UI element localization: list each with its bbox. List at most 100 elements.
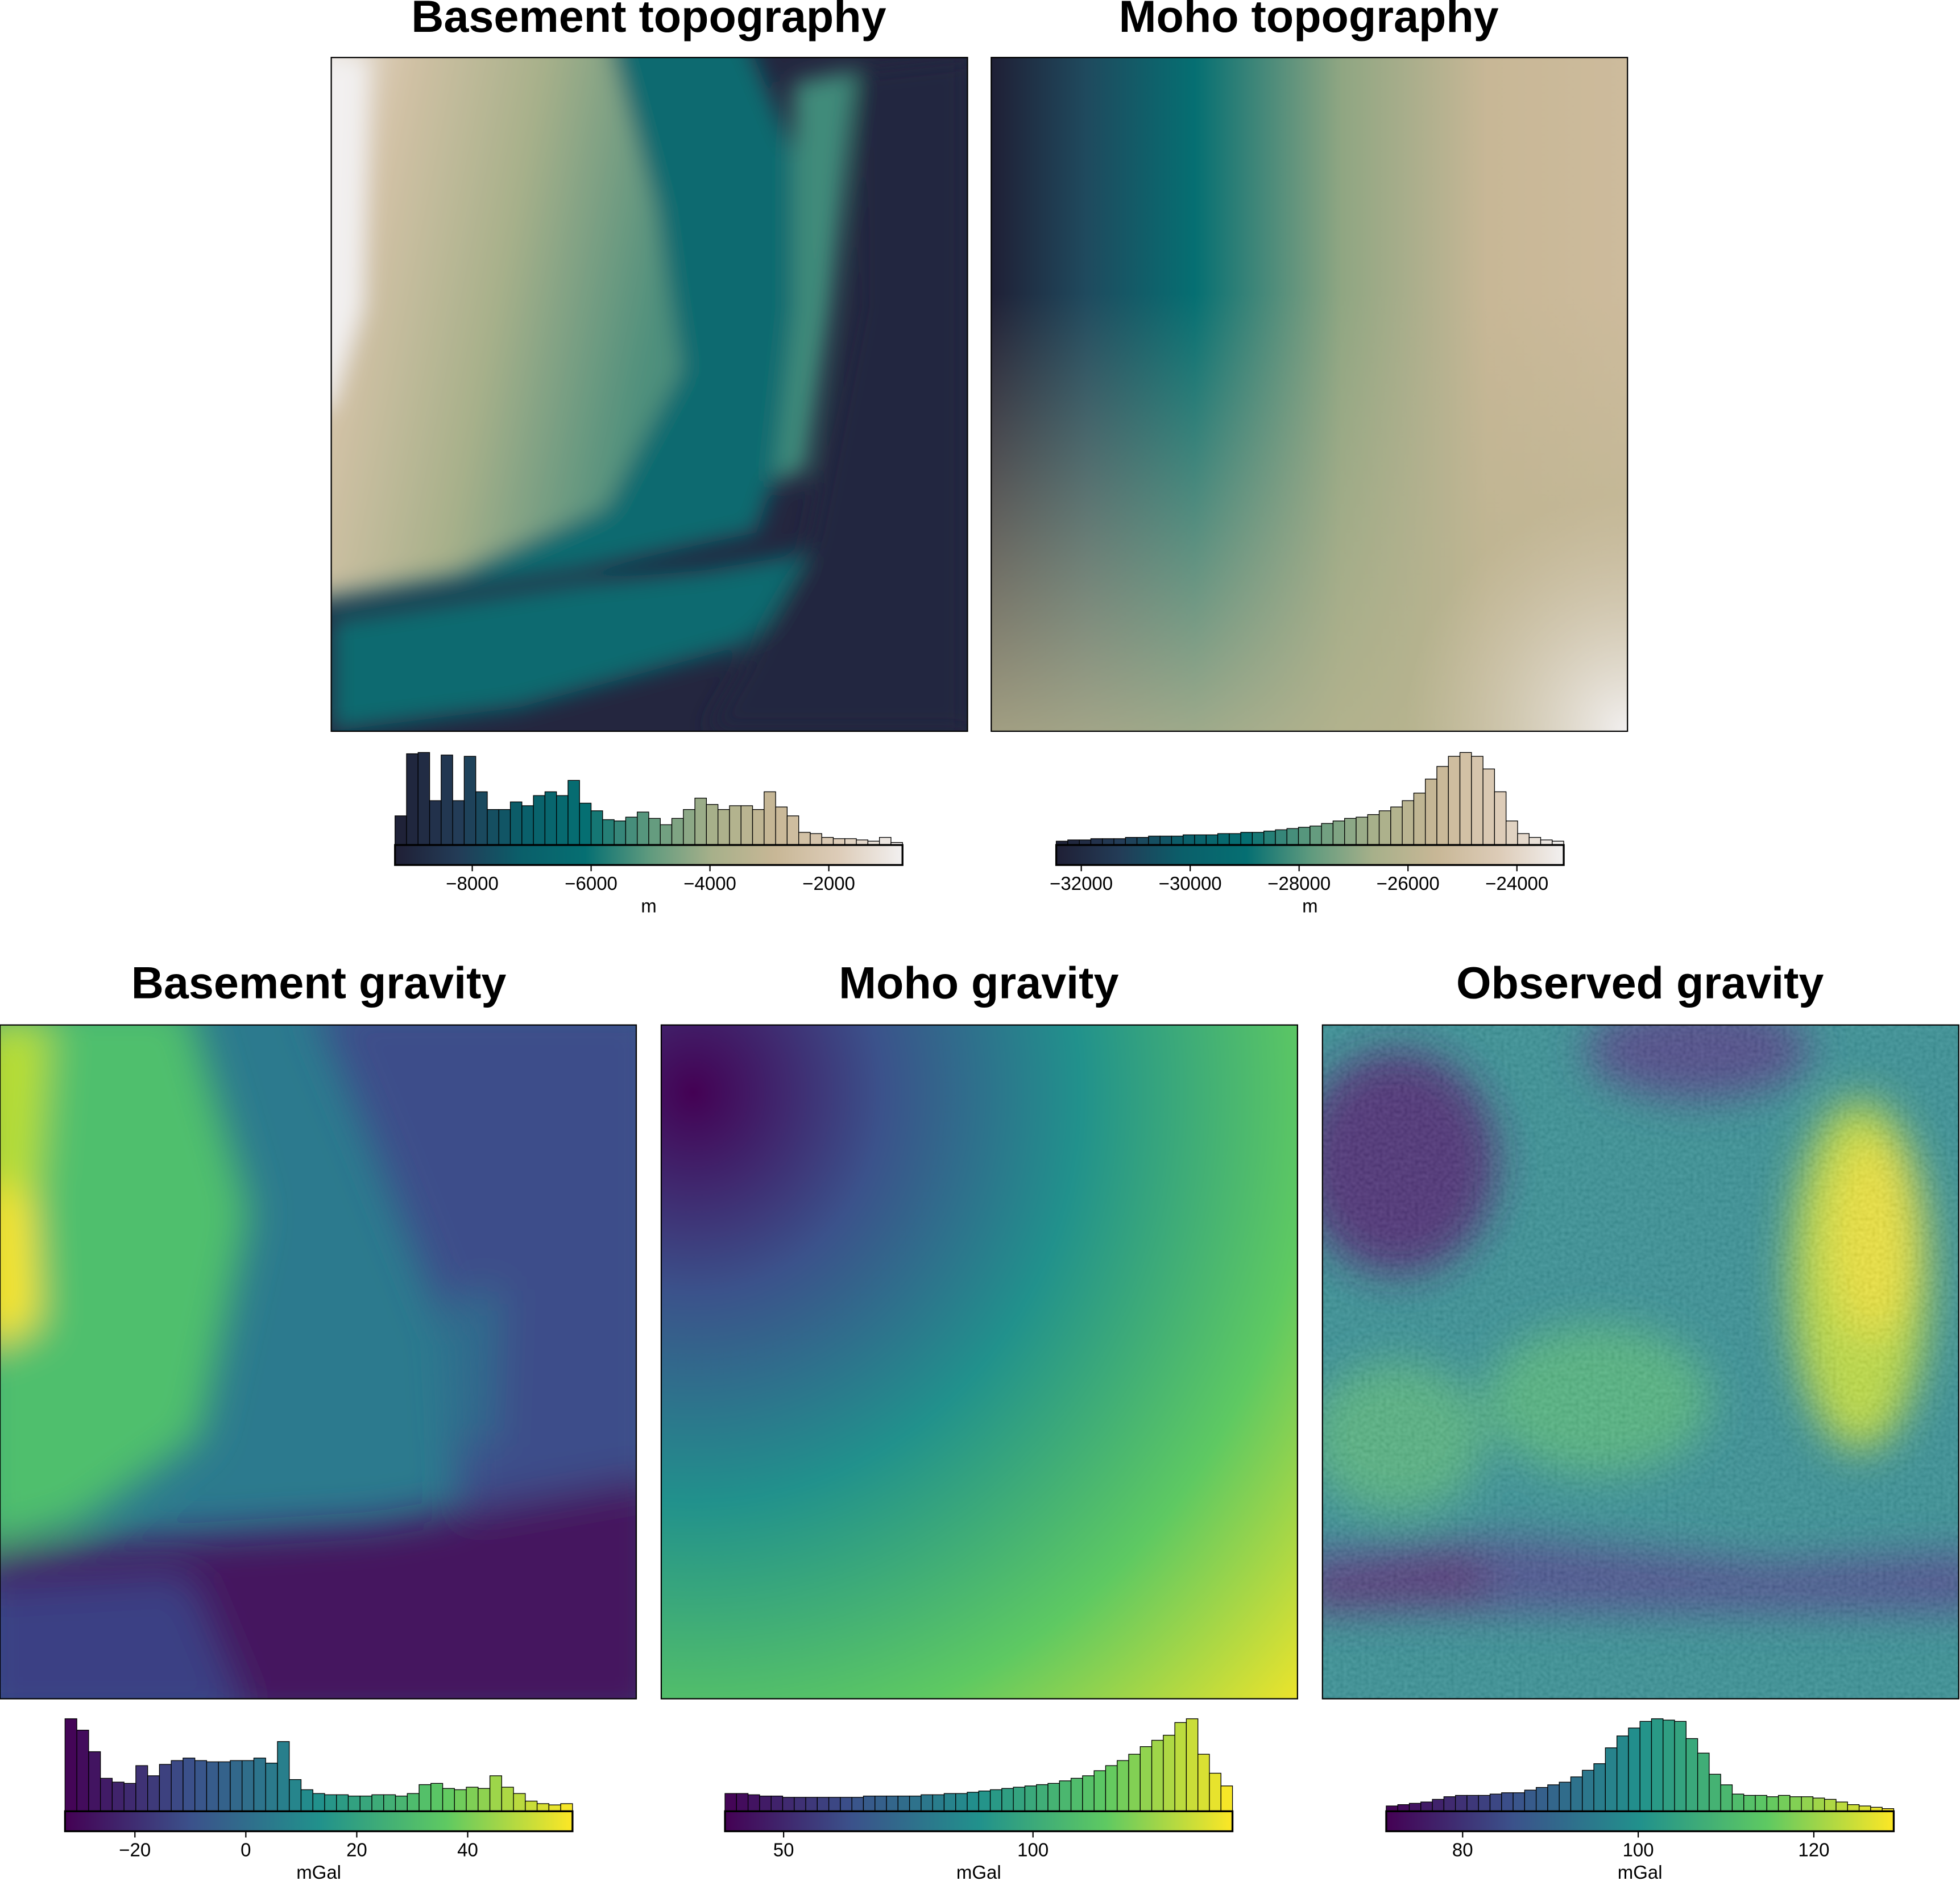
tick-label: −20 <box>119 1839 151 1860</box>
map-frame <box>991 57 1629 732</box>
histogram-bar <box>509 801 523 846</box>
histogram-bar <box>1344 818 1357 846</box>
histogram-bar <box>1397 1804 1410 1812</box>
histogram-bar <box>775 806 788 846</box>
histogram-bar <box>1093 1770 1107 1812</box>
histogram-bar <box>694 797 707 846</box>
histogram-bar <box>347 1795 360 1812</box>
histogram-bar <box>978 1790 991 1812</box>
histogram-bar <box>1194 834 1207 846</box>
tick-label: −4000 <box>683 873 736 894</box>
histogram-bar <box>536 1803 550 1812</box>
histogram-bar <box>844 838 857 846</box>
map <box>660 1024 1298 1700</box>
histogram-bar <box>336 1794 349 1812</box>
map <box>0 1024 637 1700</box>
histogram-bar <box>724 1793 737 1812</box>
map-frame <box>0 1024 637 1700</box>
raster-shade <box>991 57 1628 731</box>
histogram-bar <box>395 1795 408 1812</box>
histogram-bar <box>1847 1804 1860 1812</box>
histogram-bar <box>989 1789 1002 1812</box>
raster <box>331 57 968 731</box>
histogram-bar <box>1183 834 1195 846</box>
histogram-bar <box>525 1800 538 1812</box>
histogram-bar <box>932 1794 945 1812</box>
histogram-bar <box>1408 1803 1422 1812</box>
colorbar-label: mGal <box>956 1862 1001 1883</box>
histogram-bar <box>1448 756 1461 846</box>
raster <box>661 1025 1298 1699</box>
histogram-bar <box>1494 791 1507 846</box>
map-frame <box>660 1024 1298 1700</box>
histogram-bar <box>289 1779 302 1812</box>
histogram-bar <box>441 755 453 846</box>
histogram-bar <box>1275 829 1287 846</box>
histogram-bar <box>429 800 442 846</box>
histogram-bar <box>706 804 719 846</box>
histogram-bar <box>1310 825 1322 846</box>
histogram-bar <box>729 805 741 846</box>
histogram-bar <box>1367 814 1380 846</box>
histogram-bar <box>1720 1784 1733 1812</box>
histogram-bar <box>1378 810 1391 846</box>
histogram-bar <box>770 1795 784 1812</box>
histogram-bar <box>1501 1792 1514 1812</box>
colorbar <box>724 1810 1234 1833</box>
histogram-bar <box>1197 1754 1210 1812</box>
colorbar <box>64 1810 574 1833</box>
raster <box>0 1025 636 1699</box>
colorbar-label: m <box>641 896 656 917</box>
histogram-bar <box>1332 821 1345 846</box>
histogram-bar <box>897 1795 910 1812</box>
histogram-bar <box>1471 756 1484 846</box>
histogram-bar <box>1013 1787 1026 1812</box>
histogram-bar <box>556 795 569 846</box>
histogram-bar <box>886 1795 898 1812</box>
histogram-bar <box>466 1787 479 1812</box>
tick-label: 120 <box>1798 1839 1829 1860</box>
histogram-bar <box>1743 1795 1756 1812</box>
histogram-bar <box>1001 1788 1014 1812</box>
histogram-bar <box>1420 1801 1433 1812</box>
histogram-bar <box>1432 1799 1445 1812</box>
histogram-bar <box>183 1758 196 1812</box>
histogram-bar <box>1685 1738 1698 1812</box>
histogram-bar <box>501 1787 514 1812</box>
histogram-bar <box>194 1760 208 1812</box>
histogram-bar <box>487 809 499 846</box>
histogram-bar <box>1674 1721 1686 1812</box>
histogram-bar <box>463 756 476 846</box>
histogram-bar <box>1547 1784 1560 1812</box>
chart-title: Moho topography <box>1119 0 1499 42</box>
histogram-bar <box>1801 1796 1814 1812</box>
histogram-bar <box>1517 833 1530 846</box>
histogram-bar <box>1663 1720 1675 1812</box>
histogram-bar <box>1459 752 1472 846</box>
raster-bg <box>661 1025 1298 1699</box>
histogram-bar <box>602 819 615 846</box>
colorbar <box>394 844 904 866</box>
histogram-bar <box>218 1761 231 1812</box>
histogram-bar <box>395 815 407 846</box>
histogram-bar <box>1117 1760 1129 1812</box>
histogram-bar <box>171 1760 184 1812</box>
histogram-bar <box>1024 1785 1037 1812</box>
histogram-bar <box>1402 800 1415 846</box>
histogram-bar <box>759 1795 772 1812</box>
raster-shapes <box>0 1025 636 1699</box>
histogram-bar <box>1163 1734 1175 1812</box>
histogram-bar <box>489 1775 502 1812</box>
tick-label: −24000 <box>1485 873 1548 894</box>
histogram-bar <box>1174 1722 1187 1812</box>
raster-noise <box>1322 1025 1959 1699</box>
histogram-bar <box>909 1795 922 1812</box>
histogram-bar <box>1425 778 1437 846</box>
histogram-bar <box>1443 1796 1456 1812</box>
histogram-bar <box>1570 1776 1583 1812</box>
tick-label: −8000 <box>446 873 499 894</box>
tick-label: 40 <box>457 1839 478 1860</box>
map <box>1321 1024 1959 1700</box>
histogram-bar <box>740 805 753 846</box>
